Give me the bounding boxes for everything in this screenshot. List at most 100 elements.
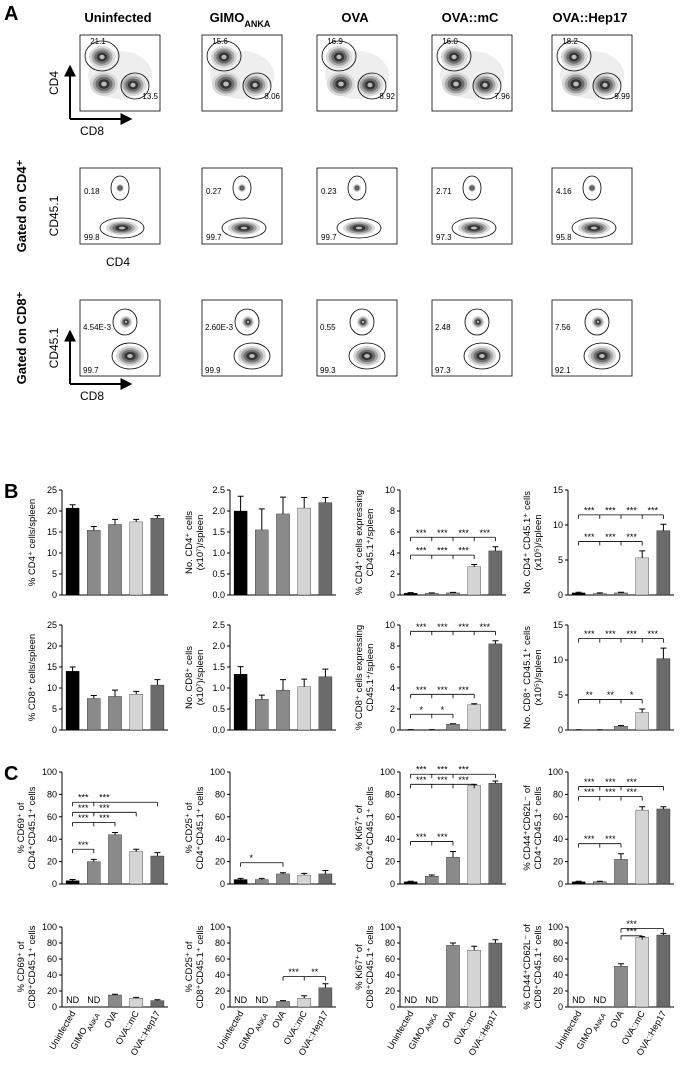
group-name: Uninfected	[84, 10, 151, 25]
bar	[108, 994, 122, 1008]
cell-density	[596, 320, 600, 324]
significance-label: ***	[437, 685, 448, 695]
cell-density	[367, 82, 373, 88]
significance-label: ***	[584, 777, 595, 787]
gate-value: 99.8	[84, 233, 100, 242]
value-label: ND	[66, 995, 79, 1005]
y-tick-label: 4	[390, 548, 395, 558]
error-bar	[237, 495, 244, 511]
significance-label: ***	[78, 813, 89, 823]
bar	[488, 550, 503, 596]
y-tick-label: 2	[390, 704, 395, 714]
y-tick-label: 0	[52, 590, 57, 600]
error-bar	[112, 689, 118, 697]
group-label: OVA	[608, 1009, 626, 1030]
bar	[297, 507, 311, 596]
y-tick-label: 60	[553, 812, 563, 822]
bar	[233, 879, 248, 885]
gate	[110, 175, 130, 201]
error-bar	[322, 668, 329, 677]
significance-label: *	[249, 853, 253, 863]
gate-value: 7.96	[494, 92, 510, 101]
significance-label: ***	[626, 629, 637, 639]
y-tick-label: 0	[558, 590, 563, 600]
bar	[150, 855, 165, 885]
significance-label: ***	[626, 787, 637, 797]
significance-bracket	[410, 783, 475, 789]
y-axis-label: CD45.1	[47, 195, 61, 236]
significance-label: ***	[437, 832, 448, 842]
bar	[108, 834, 122, 885]
y-tick-label: 2.0	[212, 641, 225, 651]
significance-bracket	[282, 976, 326, 981]
significance-label: ***	[416, 775, 427, 785]
gate-value: 0.23	[321, 187, 337, 196]
error-bar	[450, 851, 456, 858]
significance-bracket	[410, 841, 454, 846]
group-subscript: ANKA	[592, 1012, 608, 1032]
gate-value: 4.54E-3	[83, 323, 112, 332]
bar	[446, 724, 460, 731]
group-label: Uninfected	[84, 10, 151, 25]
significance-label: ***	[437, 546, 448, 556]
y-axis-label: CD8⁺CD45.1⁺ cells	[195, 925, 206, 1008]
group-label: GIMOANKA	[210, 10, 271, 29]
y-axis-label: CD4⁺CD45.1⁺ cells	[195, 786, 206, 869]
gate-value: 2.71	[436, 187, 452, 196]
cell-density	[127, 354, 133, 358]
y-tick-label: 10	[47, 683, 57, 693]
error-bar	[69, 504, 76, 509]
cell-density	[482, 82, 488, 88]
gate	[232, 175, 252, 201]
y-axis-label: % Ki67⁺ of	[354, 805, 365, 851]
group-name: OVA	[270, 1009, 288, 1030]
y-axis-label: % CD8⁺ cells expressing	[354, 625, 365, 730]
y-tick-label: 5	[558, 690, 563, 700]
y-axis-label: (x10⁷)/spleen	[195, 650, 206, 706]
cell-density	[476, 320, 480, 324]
flow-plot	[201, 299, 283, 377]
y-tick-label: 20	[47, 986, 57, 996]
error-bar	[322, 497, 329, 503]
y-tick-label: 25	[47, 620, 57, 630]
y-tick-label: 0	[558, 879, 563, 889]
bar	[571, 592, 586, 596]
bar	[446, 945, 460, 1008]
y-tick-label: 2.5	[212, 620, 225, 630]
error-bar	[450, 591, 456, 593]
gate	[348, 342, 386, 370]
gate	[99, 217, 145, 239]
significance-bracket	[578, 514, 664, 519]
gate	[111, 342, 149, 370]
gate	[234, 308, 260, 336]
significance-bracket	[72, 801, 158, 807]
y-axis-label: CD4⁺CD45.1⁺ cells	[533, 786, 544, 869]
error-bar	[639, 708, 646, 713]
gate	[84, 40, 120, 72]
significance-label: **	[586, 690, 594, 700]
y-axis-label: % CD69⁺ of	[16, 802, 27, 853]
y-axis-label: % CD8⁺ cells/spleen	[27, 634, 38, 721]
bar	[446, 592, 460, 596]
gate-value: 99.7	[206, 233, 222, 242]
y-tick-label: 100	[548, 922, 563, 932]
y-tick-label: 0	[390, 590, 395, 600]
y-tick-label: 100	[210, 922, 225, 932]
cell-density	[602, 82, 608, 88]
y-tick-label: 20	[47, 857, 57, 867]
significance-bracket	[410, 693, 475, 699]
bar	[593, 593, 607, 596]
significance-label: ***	[626, 919, 637, 929]
significance-bracket	[410, 713, 454, 719]
bar	[297, 998, 311, 1008]
significance-label: ***	[416, 685, 427, 695]
group-name: OVA	[102, 1009, 120, 1030]
cell-density	[471, 187, 473, 189]
bar	[108, 696, 122, 731]
significance-label: ***	[416, 546, 427, 556]
group-label: OVA::Hep17	[553, 10, 628, 25]
significance-bracket	[578, 796, 643, 801]
y-tick-label: 6	[390, 527, 395, 537]
gate	[592, 72, 622, 100]
error-bar	[154, 679, 161, 686]
